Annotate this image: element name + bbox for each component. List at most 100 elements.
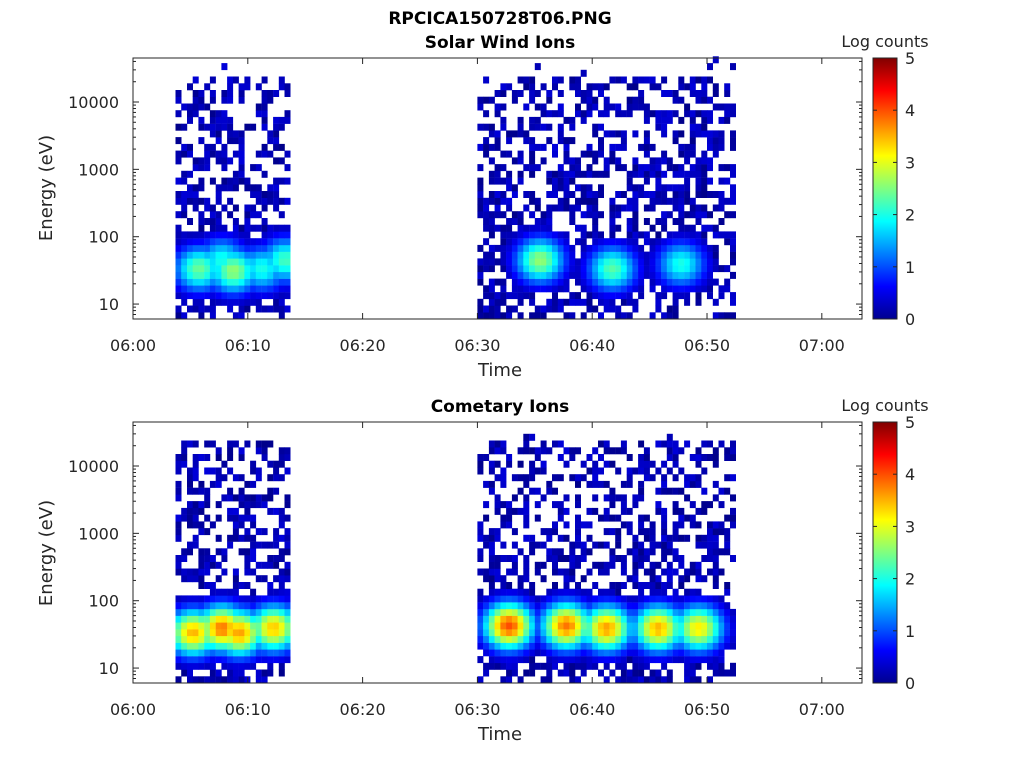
heatmap-cell bbox=[221, 602, 228, 610]
heatmap-cell bbox=[204, 258, 211, 266]
heatmap-cell bbox=[488, 602, 495, 610]
heatmap-cell bbox=[215, 501, 222, 509]
heatmap-cell bbox=[529, 635, 536, 643]
heatmap-cell bbox=[620, 447, 627, 455]
heatmap-cell bbox=[540, 224, 547, 232]
heatmap-cell bbox=[511, 568, 518, 576]
heatmap-cell bbox=[278, 447, 285, 455]
heatmap-cell bbox=[540, 629, 547, 637]
heatmap-cell bbox=[730, 164, 736, 172]
heatmap-cell bbox=[192, 251, 199, 259]
heatmap-cell bbox=[175, 157, 182, 165]
heatmap-cell bbox=[278, 615, 285, 623]
heatmap-cell bbox=[209, 110, 216, 118]
heatmap-cell bbox=[666, 534, 673, 542]
heatmap-cell bbox=[209, 177, 216, 185]
heatmap-cell bbox=[649, 582, 656, 589]
heatmap-cell bbox=[261, 494, 268, 502]
heatmap-cell bbox=[615, 157, 622, 165]
heatmap-cell bbox=[649, 548, 656, 556]
heatmap-cell bbox=[678, 467, 685, 475]
heatmap-cell bbox=[255, 602, 262, 610]
heatmap-cell bbox=[718, 602, 725, 610]
heatmap-cell bbox=[626, 312, 633, 320]
heatmap-cell bbox=[707, 251, 713, 259]
heatmap-cell bbox=[284, 548, 291, 556]
heatmap-cell bbox=[563, 231, 570, 239]
heatmap-cell bbox=[575, 480, 581, 488]
heatmap-cell bbox=[557, 251, 564, 259]
heatmap-cell bbox=[557, 555, 564, 562]
heatmap-cell bbox=[620, 608, 627, 616]
heatmap-cell bbox=[261, 231, 268, 239]
heatmap-cell bbox=[500, 211, 507, 219]
heatmap-cell bbox=[684, 224, 691, 232]
heatmap-cell bbox=[250, 265, 257, 273]
heatmap-cell bbox=[261, 251, 268, 259]
heatmap-cell bbox=[666, 548, 673, 556]
heatmap-cell bbox=[701, 258, 708, 266]
heatmap-cell bbox=[580, 298, 587, 306]
heatmap-cell bbox=[250, 278, 257, 286]
heatmap-cell bbox=[523, 494, 530, 502]
heatmap-cell bbox=[655, 440, 662, 448]
heatmap-cell bbox=[175, 231, 182, 239]
heatmap-cell bbox=[563, 116, 570, 124]
heatmap-cell bbox=[477, 676, 484, 684]
heatmap-cell bbox=[615, 244, 622, 252]
heatmap-cell bbox=[232, 265, 239, 273]
heatmap-cell bbox=[221, 238, 228, 246]
heatmap-cell bbox=[620, 110, 627, 118]
heatmap-cell bbox=[273, 130, 280, 138]
heatmap-cell bbox=[695, 460, 702, 468]
heatmap-cell bbox=[661, 238, 668, 246]
heatmap-cell bbox=[643, 454, 650, 461]
heatmap-cell bbox=[540, 494, 547, 502]
heatmap-cell bbox=[718, 285, 725, 293]
heatmap-cell bbox=[192, 244, 199, 252]
heatmap-cell bbox=[575, 110, 581, 118]
heatmap-cell bbox=[724, 582, 731, 589]
heatmap-cell bbox=[250, 521, 257, 529]
heatmap-cell bbox=[198, 244, 205, 252]
heatmap-cell bbox=[552, 615, 558, 623]
heatmap-cell bbox=[684, 662, 691, 670]
heatmap-cell bbox=[500, 197, 507, 205]
heatmap-cell bbox=[209, 582, 216, 589]
heatmap-cell bbox=[511, 622, 518, 630]
heatmap-cell bbox=[238, 271, 245, 279]
heatmap-cell bbox=[569, 622, 576, 630]
heatmap-cell bbox=[244, 265, 251, 273]
heatmap-cell bbox=[244, 602, 251, 610]
heatmap-cell bbox=[250, 244, 257, 252]
heatmap-cell bbox=[477, 608, 484, 616]
heatmap-cell bbox=[175, 312, 182, 320]
heatmap-cell bbox=[261, 238, 268, 246]
heatmap-cell bbox=[244, 258, 251, 266]
heatmap-cell bbox=[187, 487, 193, 495]
heatmap-cell bbox=[615, 224, 622, 232]
heatmap-cell bbox=[598, 480, 604, 488]
heatmap-cell bbox=[718, 622, 725, 630]
heatmap-cell bbox=[198, 676, 205, 684]
heatmap-cell bbox=[221, 656, 228, 664]
heatmap-cell bbox=[592, 271, 599, 279]
heatmap-cell bbox=[244, 507, 251, 515]
heatmap-cell bbox=[267, 635, 274, 643]
heatmap-cell bbox=[511, 561, 518, 569]
heatmap-cell bbox=[488, 170, 495, 178]
heatmap-cell bbox=[661, 514, 668, 522]
heatmap-cell bbox=[609, 244, 616, 252]
heatmap-cell bbox=[244, 528, 251, 536]
heatmap-cell bbox=[273, 635, 280, 643]
heatmap-cell bbox=[227, 615, 234, 623]
heatmap-cell bbox=[684, 285, 691, 293]
heatmap-cell bbox=[204, 656, 211, 664]
heatmap-cell bbox=[187, 480, 193, 488]
heatmap-cell bbox=[540, 265, 547, 273]
heatmap-cell bbox=[655, 635, 662, 643]
heatmap-cell bbox=[632, 669, 639, 677]
heatmap-cell bbox=[598, 143, 604, 151]
heatmap-cell bbox=[273, 528, 280, 536]
heatmap-cell bbox=[661, 123, 668, 131]
